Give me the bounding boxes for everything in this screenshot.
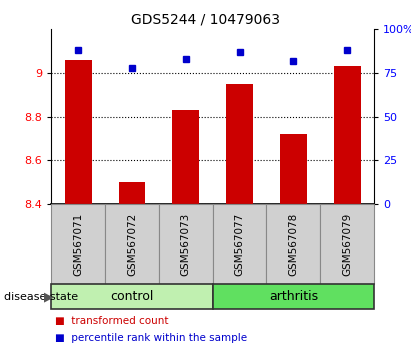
Text: GSM567079: GSM567079 bbox=[342, 213, 352, 276]
Bar bbox=[280, 134, 307, 204]
Bar bbox=[334, 66, 360, 204]
Text: ■  percentile rank within the sample: ■ percentile rank within the sample bbox=[55, 333, 247, 343]
Text: ■  transformed count: ■ transformed count bbox=[55, 316, 169, 326]
Bar bbox=[51, 204, 105, 284]
Bar bbox=[159, 204, 213, 284]
Text: GSM567071: GSM567071 bbox=[73, 213, 83, 276]
Bar bbox=[65, 60, 92, 204]
Bar bbox=[172, 110, 199, 204]
Bar bbox=[266, 204, 320, 284]
Text: control: control bbox=[110, 290, 154, 303]
Bar bbox=[226, 84, 253, 204]
Bar bbox=[320, 204, 374, 284]
Text: arthritis: arthritis bbox=[269, 290, 318, 303]
Bar bbox=[51, 284, 213, 309]
Text: ▶: ▶ bbox=[44, 290, 53, 303]
Text: GSM567078: GSM567078 bbox=[289, 213, 298, 276]
Bar bbox=[119, 182, 145, 204]
Text: GSM567072: GSM567072 bbox=[127, 213, 137, 276]
Bar bbox=[105, 204, 159, 284]
Text: disease state: disease state bbox=[4, 292, 78, 302]
Bar bbox=[213, 284, 374, 309]
Text: GSM567077: GSM567077 bbox=[235, 213, 245, 276]
Text: GDS5244 / 10479063: GDS5244 / 10479063 bbox=[131, 12, 280, 27]
Text: GSM567073: GSM567073 bbox=[181, 213, 191, 276]
Bar bbox=[213, 204, 266, 284]
